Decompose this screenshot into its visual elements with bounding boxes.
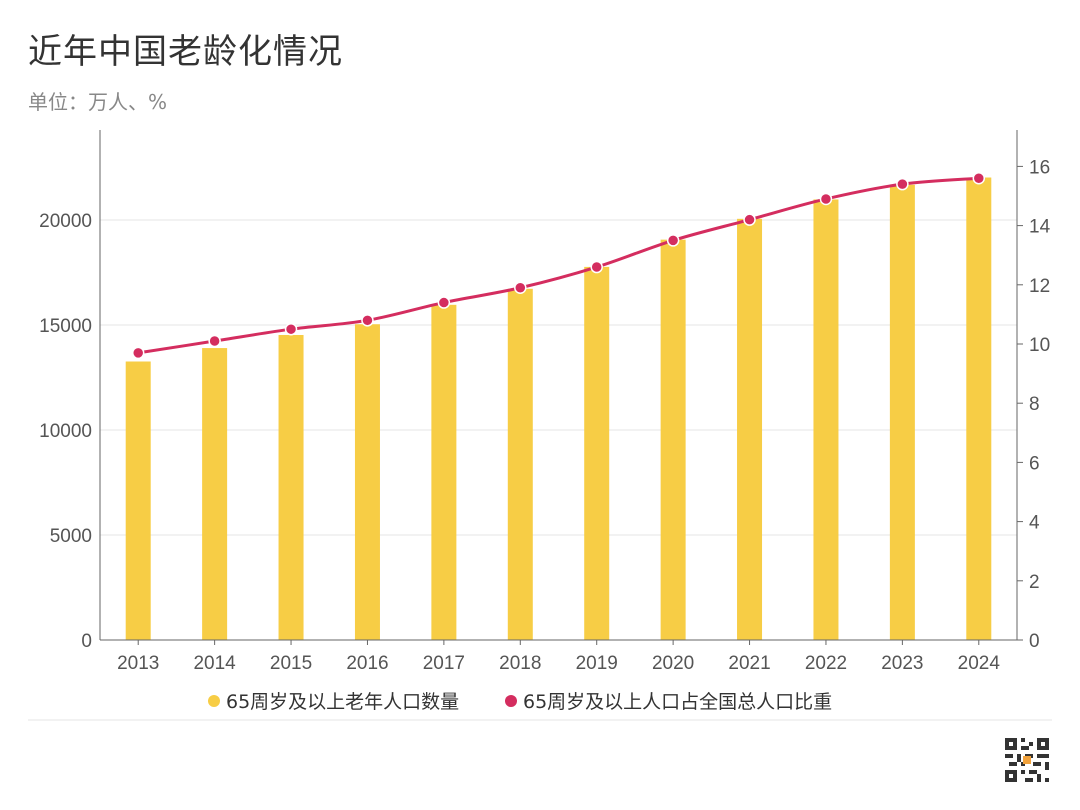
line-point	[666, 234, 680, 247]
line-point	[131, 346, 145, 360]
line-point	[284, 322, 298, 336]
line-point	[819, 192, 833, 206]
y-left-tick-label: 5000	[50, 526, 92, 547]
x-tick-label: 2021	[728, 653, 770, 674]
y-right-tick-label: 12	[1029, 276, 1050, 297]
bar	[507, 288, 533, 640]
y-right-tick-label: 16	[1029, 157, 1050, 178]
bar	[584, 266, 610, 640]
x-tick-label: 2015	[270, 653, 312, 674]
line-point	[437, 296, 451, 309]
y-right-tick-label: 10	[1029, 335, 1050, 356]
chart-subtitle: 单位：万人、%	[28, 90, 168, 114]
ratio-line	[137, 176, 979, 355]
x-tick-label: 2020	[652, 653, 694, 674]
y-right-tick-label: 6	[1029, 453, 1040, 474]
bar	[889, 184, 915, 640]
tick-labels: 0 5000 10000 15000 20000 0 2 4 6 8 10 12 14 16 2013 201…	[39, 157, 1050, 674]
y-right-tick-label: 4	[1029, 513, 1040, 534]
axes	[99, 130, 1023, 645]
x-tick-label: 2013	[117, 653, 159, 674]
line-point	[590, 260, 603, 274]
bar	[966, 177, 992, 640]
x-tick-label: 2022	[805, 653, 847, 674]
y-right-tick-label: 0	[1029, 631, 1040, 652]
x-tick-label: 2023	[881, 653, 923, 674]
line-point	[743, 213, 756, 226]
chart-title: 近年中国老龄化情况	[28, 32, 343, 72]
line-point	[896, 177, 909, 191]
legend-label-population: 65周岁及以上老年人口数量	[226, 691, 459, 713]
x-tick-label: 2017	[423, 653, 465, 674]
y-right-tick-label: 2	[1029, 572, 1040, 593]
x-tick-label: 2019	[576, 653, 618, 674]
bar	[813, 199, 839, 640]
x-tick-label: 2024	[958, 653, 1001, 674]
y-right-tick-label: 14	[1029, 217, 1051, 238]
bar	[202, 348, 228, 640]
y-left-tick-label: 10000	[39, 421, 92, 442]
x-tick-label: 2018	[499, 653, 541, 674]
y-right-tick-label: 8	[1029, 394, 1040, 415]
legend-label-ratio: 65周岁及以上人口占全国总人口比重	[523, 691, 832, 713]
line-point	[208, 334, 221, 348]
x-tick-label: 2016	[346, 653, 388, 674]
legend: 65周岁及以上老年人口数量 65周岁及以上人口占全国总人口比重	[208, 691, 832, 713]
y-left-tick-label: 15000	[39, 316, 92, 337]
bar	[278, 334, 304, 640]
bar	[737, 218, 763, 640]
line-point	[972, 171, 986, 185]
x-tick-label: 2014	[193, 653, 236, 674]
bar-series	[125, 177, 992, 640]
y-left-tick-label: 20000	[39, 211, 92, 232]
bar	[660, 239, 686, 640]
gridlines	[100, 219, 1017, 536]
bar	[354, 324, 380, 640]
line-series	[131, 171, 986, 360]
legend-marker-ratio	[505, 695, 517, 707]
y-left-tick-label: 0	[81, 631, 92, 652]
legend-marker-population	[208, 695, 220, 707]
line-point	[514, 281, 527, 295]
bar	[125, 361, 151, 640]
line-point	[361, 314, 374, 327]
bar	[431, 304, 457, 640]
qr-code	[1005, 738, 1049, 782]
